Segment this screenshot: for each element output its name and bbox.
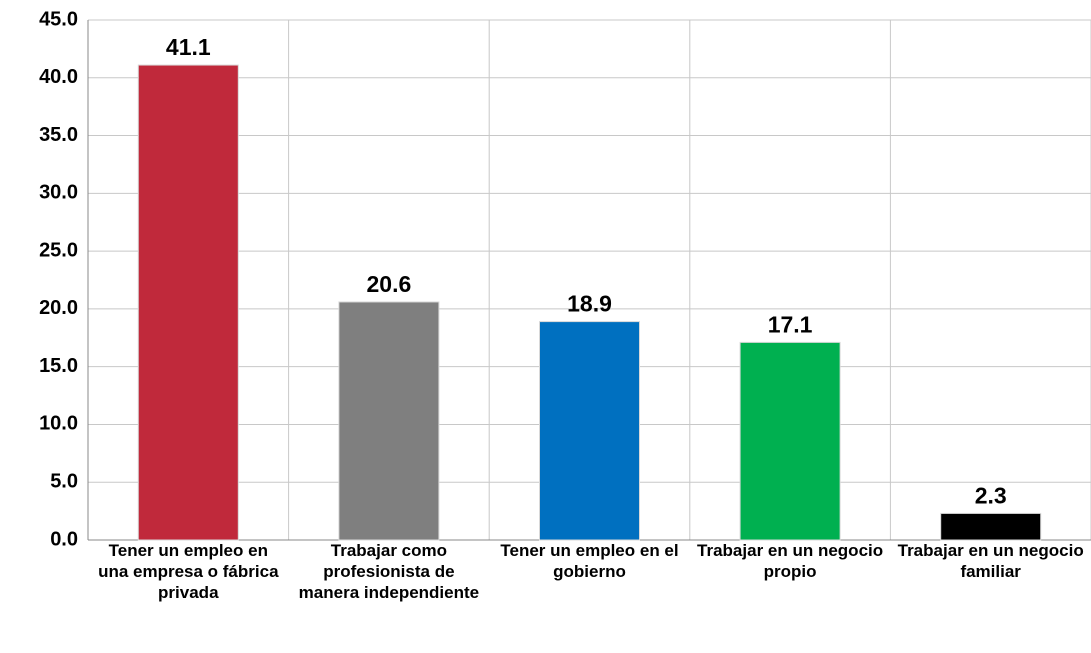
bar: [539, 321, 640, 541]
data-label: 2.3: [975, 483, 1007, 509]
y-tick-label: 30.0: [39, 182, 78, 204]
bar: [137, 64, 239, 541]
data-label: 18.9: [567, 291, 612, 317]
x-tick-label: Trabajar en un negocio propio: [697, 541, 884, 581]
y-tick-label: 45.0: [39, 8, 78, 30]
bar: [338, 301, 440, 541]
x-tick-label: Tener un empleo en una empresa o fábrica…: [98, 541, 279, 602]
x-tick-label: Trabajar en un negocio familiar: [897, 541, 1084, 581]
y-tick-label: 25.0: [39, 239, 78, 261]
x-tick-label: Trabajar como profesionista de manera in…: [298, 541, 480, 602]
y-tick-label: 0.0: [50, 528, 78, 550]
data-label: 20.6: [367, 271, 412, 297]
bar: [940, 512, 1042, 541]
bar: [739, 341, 841, 541]
y-tick-label: 10.0: [39, 413, 78, 435]
y-tick-label: 35.0: [39, 124, 78, 146]
x-tick-label: Tener un empleo en el gobierno: [500, 541, 679, 581]
y-tick-label: 20.0: [39, 297, 78, 319]
data-label: 41.1: [166, 34, 211, 60]
y-tick-label: 5.0: [50, 471, 78, 493]
data-label: 17.1: [768, 311, 813, 337]
y-tick-label: 40.0: [39, 66, 78, 88]
y-tick-label: 15.0: [39, 355, 78, 377]
